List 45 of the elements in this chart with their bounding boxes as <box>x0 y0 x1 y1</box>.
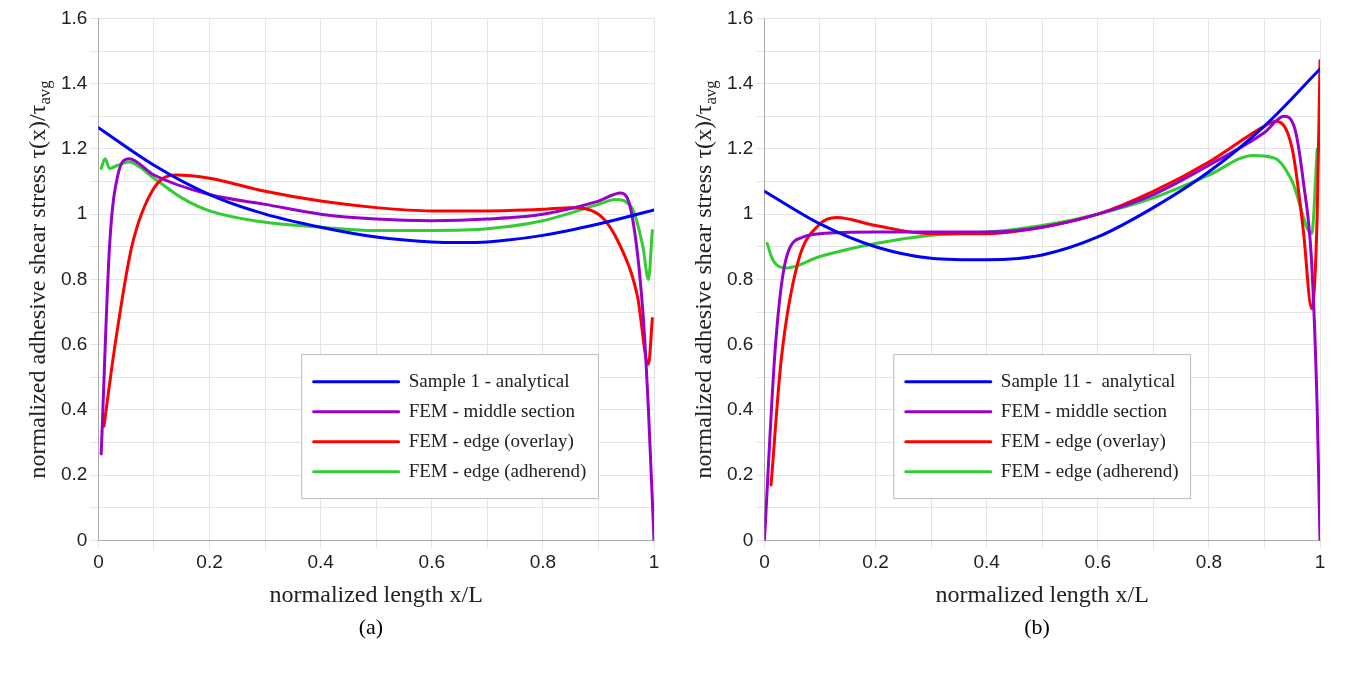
x-tick-label: 0.6 <box>1084 551 1111 573</box>
line-series <box>102 173 654 428</box>
y-tick-label: 0.2 <box>726 463 754 485</box>
legend-label: FEM - middle section <box>1000 399 1168 421</box>
x-tick-label: 0.8 <box>1195 551 1223 573</box>
x-axis-title: normalized length x/L <box>269 580 483 607</box>
y-tick-label: 0.8 <box>726 267 754 289</box>
y-tick-label: 1.4 <box>726 71 754 93</box>
text: (a) <box>357 614 385 640</box>
y-tick-label: 1.4 <box>60 71 88 93</box>
y-tick-label: 0 <box>742 528 754 550</box>
x-tick-label: 0.2 <box>196 551 223 573</box>
y-tick-label: 0.4 <box>726 398 754 420</box>
y-tick-label: 1.2 <box>60 137 88 159</box>
legend-label: FEM - edge (overlay) <box>1000 429 1166 452</box>
x-tick-label: 0.6 <box>418 551 445 573</box>
y-tick-label: 0.8 <box>60 267 88 289</box>
legend-label: FEM - edge (overlay) <box>408 429 574 452</box>
legend-label: Sample 1 - analytical <box>408 369 570 391</box>
x-tick-label: 1 <box>648 551 660 573</box>
legend-label: FEM - edge (adherend) <box>408 459 587 482</box>
y-axis-title: normalized adhesive shear stress τ(x)/τavg <box>689 79 721 479</box>
y-tick-label: 0 <box>76 528 88 550</box>
y-tick-label: 1.6 <box>726 6 754 28</box>
y-tick-label: 1.6 <box>60 6 88 28</box>
y-axis-title: normalized adhesive shear stress τ(x)/τavg <box>23 79 55 479</box>
x-axis-title: normalized length x/L <box>935 580 1149 607</box>
y-tick-label: 1 <box>742 202 754 224</box>
y-tick-label: 1 <box>76 202 88 224</box>
x-tick-label: 0.2 <box>862 551 889 573</box>
y-tick-label: 0.6 <box>726 332 754 354</box>
y-tick-label: 0.6 <box>60 332 88 354</box>
y-tick-label: 0.4 <box>60 398 88 420</box>
legend-label: Sample 11 - analytical <box>1000 369 1176 391</box>
x-tick-label: 0.4 <box>307 551 335 573</box>
legend-label: FEM - middle section <box>408 399 576 421</box>
x-tick-label: 0 <box>759 551 770 573</box>
legend-label: FEM - edge (adherend) <box>1000 459 1179 482</box>
x-tick-label: 0.4 <box>973 551 1001 573</box>
text: (b) <box>1023 614 1051 640</box>
y-tick-label: 0.2 <box>60 463 88 485</box>
x-tick-label: 1 <box>1314 551 1326 573</box>
x-tick-label: 0 <box>93 551 104 573</box>
x-tick-label: 0.8 <box>529 551 557 573</box>
y-tick-label: 1.2 <box>726 137 754 159</box>
